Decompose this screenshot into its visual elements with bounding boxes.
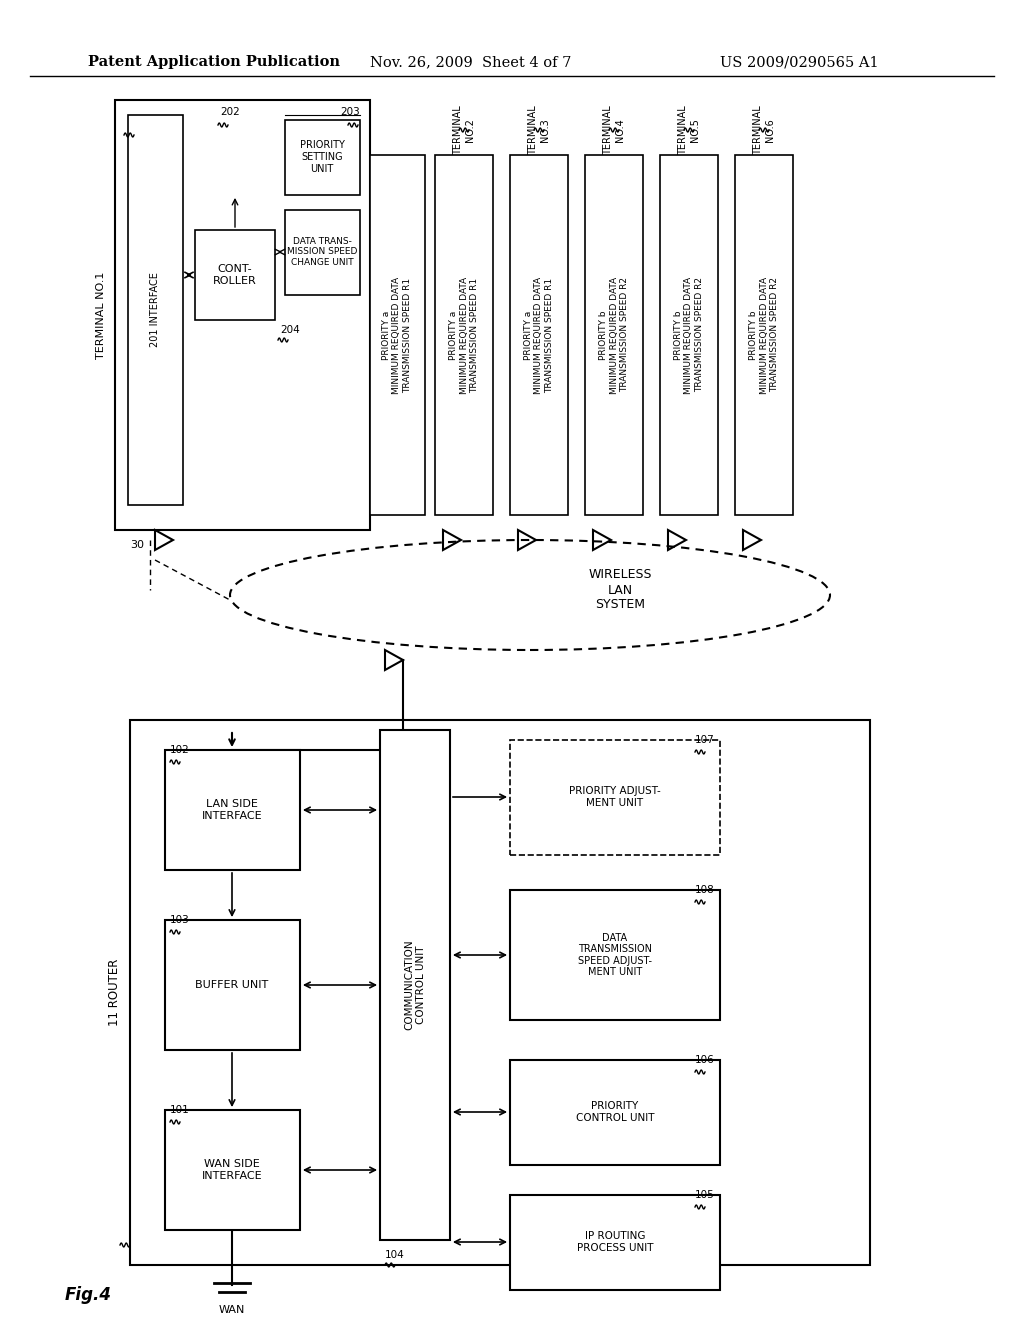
Text: DATA TRANS-
MISSION SPEED
CHANGE UNIT: DATA TRANS- MISSION SPEED CHANGE UNIT [287,238,357,267]
Bar [130,719,870,1265]
Text: 201 INTERFACE: 201 INTERFACE [150,272,160,347]
Text: PRIORITY b
MINIMUM REQUIRED DATA
TRANSMISSION SPEED R2: PRIORITY b MINIMUM REQUIRED DATA TRANSMI… [599,276,629,393]
Bar [510,890,720,1020]
Text: PRIORITY a
MINIMUM REQUIRED DATA
TRANSMISSION SPEED R1: PRIORITY a MINIMUM REQUIRED DATA TRANSMI… [382,276,412,393]
Text: Patent Application Publication: Patent Application Publication [88,55,340,69]
Text: BUFFER UNIT: BUFFER UNIT [196,979,268,990]
Text: TERMINAL
NO.2: TERMINAL NO.2 [454,106,475,154]
Text: 108: 108 [695,884,715,895]
Text: 103: 103 [170,915,189,925]
Text: 102: 102 [170,744,189,755]
Text: WIRELESS
LAN
SYSTEM: WIRELESS LAN SYSTEM [588,569,651,611]
Text: DATA
TRANSMISSION
SPEED ADJUST-
MENT UNIT: DATA TRANSMISSION SPEED ADJUST- MENT UNI… [578,933,652,977]
Bar [285,210,360,294]
Text: 105: 105 [695,1191,715,1200]
Bar [165,750,300,870]
Bar [128,115,183,506]
Bar [735,154,793,515]
Text: PRIORITY a
MINIMUM REQUIRED DATA
TRANSMISSION SPEED R1: PRIORITY a MINIMUM REQUIRED DATA TRANSMI… [524,276,554,393]
Text: PRIORITY ADJUST-
MENT UNIT: PRIORITY ADJUST- MENT UNIT [569,787,660,808]
Text: 203: 203 [340,107,360,117]
Text: 107: 107 [695,735,715,744]
Text: PRIORITY a
MINIMUM REQUIRED DATA
TRANSMISSION SPEED R1: PRIORITY a MINIMUM REQUIRED DATA TRANSMI… [450,276,479,393]
Text: COMMUNICATION
CONTROL UNIT: COMMUNICATION CONTROL UNIT [404,940,426,1031]
Text: 30: 30 [130,540,144,550]
Bar [195,230,275,319]
Bar [510,1195,720,1290]
Text: TERMINAL
NO.6: TERMINAL NO.6 [754,106,775,154]
Ellipse shape [230,540,830,649]
Bar [370,154,425,515]
Text: TERMINAL NO.1: TERMINAL NO.1 [96,272,106,359]
Bar [380,730,450,1239]
Bar [510,1060,720,1166]
Bar [510,154,568,515]
Text: PRIORITY
SETTING
UNIT: PRIORITY SETTING UNIT [300,140,344,174]
Bar [435,154,493,515]
Text: 101: 101 [170,1105,189,1115]
Bar [165,920,300,1049]
Bar [115,100,370,531]
Text: TERMINAL
NO.3: TERMINAL NO.3 [528,106,550,154]
Text: Nov. 26, 2009  Sheet 4 of 7: Nov. 26, 2009 Sheet 4 of 7 [370,55,571,69]
Bar [660,154,718,515]
Text: PRIORITY b
MINIMUM REQUIRED DATA
TRANSMISSION SPEED R2: PRIORITY b MINIMUM REQUIRED DATA TRANSMI… [674,276,703,393]
Text: WAN: WAN [219,1305,245,1315]
Text: 104: 104 [385,1250,404,1261]
Text: PRIORITY b
MINIMUM REQUIRED DATA
TRANSMISSION SPEED R2: PRIORITY b MINIMUM REQUIRED DATA TRANSMI… [750,276,779,393]
Text: CONT-
ROLLER: CONT- ROLLER [213,264,257,286]
Text: 106: 106 [695,1055,715,1065]
Text: TERMINAL
NO.4: TERMINAL NO.4 [603,106,625,154]
Text: 204: 204 [280,325,300,335]
Bar [285,120,360,195]
Text: US 2009/0290565 A1: US 2009/0290565 A1 [720,55,879,69]
Text: IP ROUTING
PROCESS UNIT: IP ROUTING PROCESS UNIT [577,1232,653,1253]
Bar [510,741,720,855]
Text: Fig.4: Fig.4 [65,1286,112,1304]
Text: LAN SIDE
INTERFACE: LAN SIDE INTERFACE [202,799,262,821]
Text: TERMINAL
NO.5: TERMINAL NO.5 [678,106,699,154]
Text: 11 ROUTER: 11 ROUTER [109,958,122,1026]
Text: PRIORITY
CONTROL UNIT: PRIORITY CONTROL UNIT [575,1101,654,1123]
Bar [165,1110,300,1230]
Bar [585,154,643,515]
Text: 202: 202 [220,107,240,117]
Text: WAN SIDE
INTERFACE: WAN SIDE INTERFACE [202,1159,262,1181]
